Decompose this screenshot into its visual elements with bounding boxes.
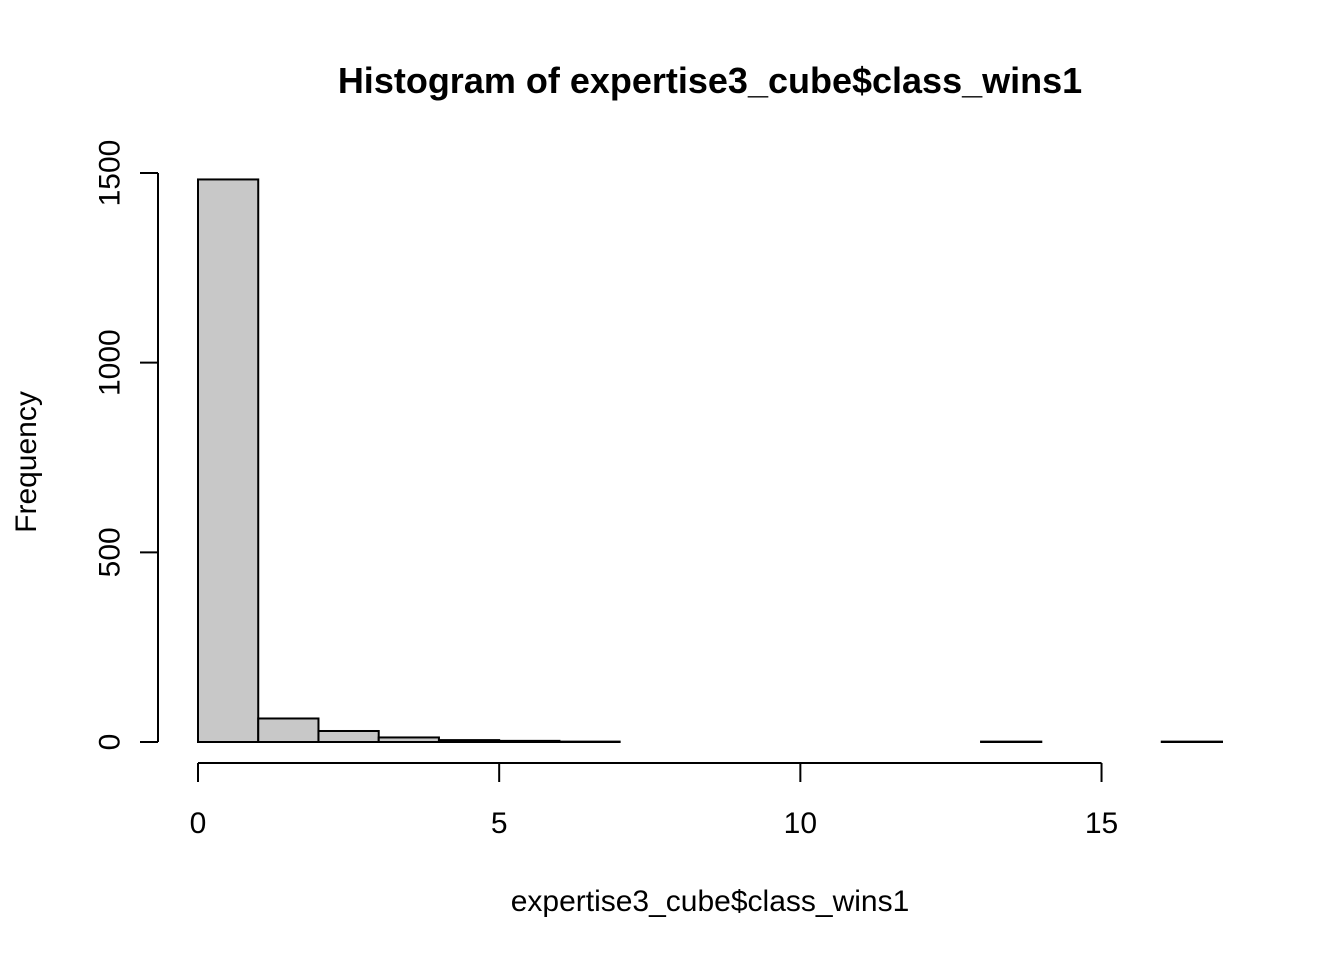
y-axis-label: Frequency	[10, 391, 43, 533]
x-tick-label: 0	[190, 807, 207, 840]
x-axis-label: expertise3_cube$class_wins1	[511, 885, 910, 918]
histogram-bar	[257, 717, 320, 743]
x-axis: 0 5 10 15	[190, 762, 1118, 840]
y-tick-label: 500	[94, 527, 127, 577]
histogram-bar	[317, 729, 380, 743]
histogram-bar	[437, 739, 501, 743]
y-tick-label: 0	[94, 734, 127, 751]
y-tick-label: 1000	[94, 329, 127, 396]
x-tick-label: 10	[784, 807, 817, 840]
histogram-bar	[197, 178, 260, 743]
x-tick-label: 15	[1085, 807, 1118, 840]
bars-group	[197, 178, 1223, 743]
chart-title: Histogram of expertise3_cube$class_wins1	[338, 60, 1082, 101]
y-axis: 0 500 1000 1500	[94, 140, 159, 751]
histogram-bar	[377, 736, 440, 743]
x-tick-label: 5	[491, 807, 508, 840]
histogram-bar	[498, 739, 561, 743]
y-tick-label: 1500	[94, 140, 127, 207]
